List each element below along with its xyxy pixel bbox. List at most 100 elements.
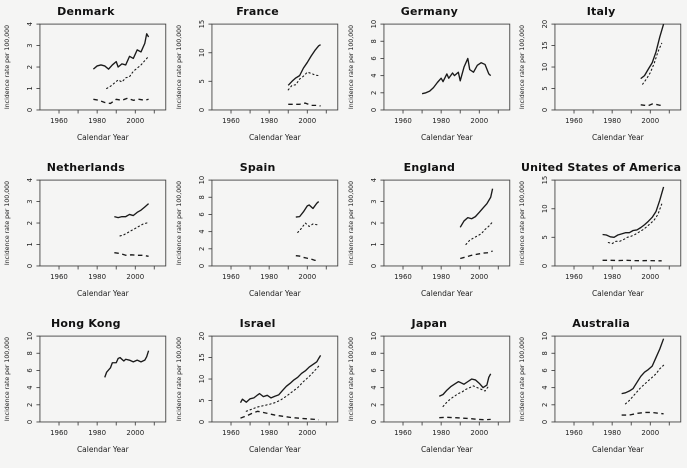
svg-text:1: 1	[26, 242, 34, 246]
svg-text:1960: 1960	[50, 117, 68, 125]
svg-text:4: 4	[26, 22, 34, 26]
svg-text:15: 15	[198, 353, 206, 362]
svg-text:10: 10	[198, 375, 206, 384]
svg-text:0: 0	[369, 264, 377, 268]
chart-plot-england: 1960 1980 2000 0 1 2 3 4 Calendar Year Incidence …	[347, 178, 510, 298]
chart-plot-israel: 1960 1980 2000 0 5 10 15 20 Calendar Year Inciden…	[176, 332, 338, 454]
svg-text:2000: 2000	[642, 273, 660, 281]
svg-text:2: 2	[26, 403, 34, 407]
svg-text:Incidence rate per 100,000: Incidence rate per 100,000	[176, 181, 183, 265]
svg-text:1960: 1960	[222, 429, 240, 437]
svg-text:Calendar Year: Calendar Year	[592, 133, 645, 142]
chart-plot-hong-kong: 1960 1980 2000 0 2 4 6 8 10 Calendar Year Incidenc…	[4, 332, 167, 454]
chart-plot-netherlands: 1960 1980 2000 0 1 2 3 4 Calendar Year Incidence …	[4, 178, 167, 298]
svg-text:1: 1	[26, 86, 34, 90]
svg-text:2000: 2000	[126, 273, 144, 281]
svg-text:3: 3	[26, 43, 34, 47]
svg-text:Incidence rate per 100,000: Incidence rate per 100,000	[347, 337, 354, 421]
svg-text:2000: 2000	[470, 429, 488, 437]
svg-text:1: 1	[369, 242, 377, 246]
svg-text:1960: 1960	[565, 429, 583, 437]
chart-plot-spain: 1960 1980 2000 0 2 4 6 8 10 Calendar Year Incidenc…	[176, 176, 338, 298]
svg-text:Incidence rate per 100,000: Incidence rate per 100,000	[519, 337, 526, 421]
svg-text:1960: 1960	[394, 117, 412, 125]
chart-panel-france: France 1960 1980 2000 0 5 10 15 Calendar Year In…	[172, 0, 344, 156]
svg-text:Calendar Year: Calendar Year	[77, 445, 130, 454]
svg-text:10: 10	[541, 63, 549, 72]
svg-text:10: 10	[541, 204, 549, 213]
svg-text:Calendar Year: Calendar Year	[77, 133, 130, 142]
svg-text:15: 15	[541, 41, 549, 50]
svg-text:1980: 1980	[88, 117, 106, 125]
svg-text:5: 5	[541, 86, 549, 90]
svg-text:2: 2	[369, 403, 377, 407]
svg-text:0: 0	[541, 420, 549, 424]
svg-text:1960: 1960	[565, 117, 583, 125]
svg-text:0: 0	[541, 108, 549, 112]
svg-text:1980: 1980	[260, 117, 278, 125]
svg-text:Calendar Year: Calendar Year	[77, 289, 130, 298]
svg-text:15: 15	[541, 176, 549, 184]
svg-text:1960: 1960	[222, 117, 240, 125]
chart-title: Japan	[411, 317, 448, 330]
svg-text:1980: 1980	[260, 273, 278, 281]
svg-text:Incidence rate per 100,000: Incidence rate per 100,000	[347, 25, 354, 109]
svg-text:15: 15	[198, 20, 206, 28]
svg-text:Calendar Year: Calendar Year	[249, 133, 302, 142]
svg-text:4: 4	[369, 73, 377, 77]
svg-text:2: 2	[369, 91, 377, 95]
svg-text:1960: 1960	[50, 429, 68, 437]
svg-text:4: 4	[198, 229, 206, 233]
svg-text:6: 6	[198, 212, 206, 216]
chart-panel-japan: Japan 1960 1980 2000 0 2 4 6 8 10 Calendar Year In…	[344, 312, 516, 468]
chart-title: Hong Kong	[51, 317, 121, 330]
chart-plot-germany: 1960 1980 2000 0 2 4 6 8 10 Calendar Year Incidenc…	[347, 20, 510, 142]
svg-text:1980: 1980	[88, 273, 106, 281]
svg-text:1960: 1960	[565, 273, 583, 281]
svg-text:2: 2	[369, 221, 377, 225]
svg-text:Calendar Year: Calendar Year	[420, 289, 473, 298]
svg-text:1980: 1980	[260, 429, 278, 437]
chart-panel-hong-kong: Hong Kong 1960 1980 2000 0 2 4 6 8 10 Calendar Ye…	[0, 312, 172, 468]
svg-text:2000: 2000	[642, 429, 660, 437]
svg-text:6: 6	[541, 368, 549, 372]
chart-plot-usa: 1960 1980 2000 0 5 10 15 Calendar Year Incidence…	[519, 176, 682, 298]
svg-text:Incidence rate per 100,000: Incidence rate per 100,000	[176, 25, 183, 109]
chart-panel-italy: Italy 1960 1980 2000 0 5 10 15 20 Calendar Year I…	[515, 0, 687, 156]
svg-text:1960: 1960	[394, 273, 412, 281]
svg-text:5: 5	[198, 398, 206, 402]
svg-text:10: 10	[198, 176, 206, 184]
svg-text:0: 0	[198, 264, 206, 268]
svg-text:Incidence rate per 100,000: Incidence rate per 100,000	[519, 25, 526, 109]
svg-text:4: 4	[369, 385, 377, 389]
chart-panel-spain: Spain 1960 1980 2000 0 2 4 6 8 10 Calendar Year In…	[172, 156, 344, 312]
svg-text:20: 20	[198, 332, 206, 340]
svg-text:10: 10	[198, 48, 206, 57]
svg-text:Calendar Year: Calendar Year	[420, 133, 473, 142]
svg-text:2: 2	[26, 65, 34, 69]
svg-text:0: 0	[369, 420, 377, 424]
svg-text:4: 4	[26, 178, 34, 182]
svg-text:0: 0	[26, 264, 34, 268]
svg-text:8: 8	[198, 195, 206, 199]
svg-text:Incidence rate per 100,000: Incidence rate per 100,000	[4, 181, 11, 265]
svg-text:1980: 1980	[432, 117, 450, 125]
svg-text:20: 20	[541, 20, 549, 28]
svg-text:2: 2	[198, 247, 206, 251]
svg-text:Incidence rate per 100,000: Incidence rate per 100,000	[519, 181, 526, 265]
svg-text:Calendar Year: Calendar Year	[592, 445, 645, 454]
svg-text:Calendar Year: Calendar Year	[592, 289, 645, 298]
svg-text:2000: 2000	[470, 273, 488, 281]
svg-text:2000: 2000	[298, 429, 316, 437]
svg-text:6: 6	[369, 368, 377, 372]
svg-text:10: 10	[541, 332, 549, 340]
svg-text:1980: 1980	[604, 273, 622, 281]
svg-text:2000: 2000	[126, 429, 144, 437]
svg-text:1980: 1980	[604, 117, 622, 125]
chart-title: France	[236, 5, 279, 18]
svg-text:1960: 1960	[394, 429, 412, 437]
svg-text:1960: 1960	[50, 273, 68, 281]
svg-text:0: 0	[198, 420, 206, 424]
chart-plot-france: 1960 1980 2000 0 5 10 15 Calendar Year Incidence…	[176, 20, 338, 142]
